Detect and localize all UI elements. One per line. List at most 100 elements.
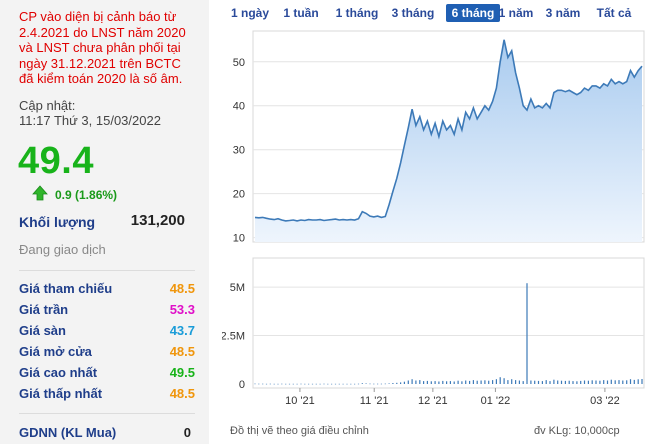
volume-bar <box>587 380 589 384</box>
price-line <box>254 39 643 222</box>
volume-bar <box>637 379 639 384</box>
volume-bar <box>292 383 294 385</box>
volume-value: 131,200 <box>130 212 185 229</box>
tab-3-months[interactable]: 3 tháng <box>391 6 435 20</box>
stock-chart: 10 20 30 40 50 0 2.5M 5M 10 '21 11 '21 12 '21 01 … <box>222 30 645 407</box>
warning-line: và LNST chưa phân phối tại <box>19 40 181 55</box>
trading-status: Đang giao dịch <box>19 242 106 257</box>
stat-label: Giá thấp nhất <box>19 386 103 401</box>
volume-y-tick: 5M <box>230 282 245 294</box>
volume-bar <box>430 381 432 384</box>
stat-row: Giá tham chiếu 48.5 <box>19 281 195 301</box>
volume-bar <box>449 381 451 384</box>
volume-bar <box>480 380 482 384</box>
volume-bar <box>407 380 409 384</box>
volume-bar <box>403 381 405 384</box>
volume-bar <box>304 383 306 385</box>
volume-bar <box>564 380 566 384</box>
volume-bar <box>507 380 509 384</box>
volume-bar <box>346 383 348 385</box>
price-y-tick: 30 <box>233 145 245 157</box>
volume-bar <box>400 382 402 384</box>
volume-bar <box>273 383 275 385</box>
divider <box>19 270 195 271</box>
volume-bar <box>392 383 394 384</box>
price-area <box>255 39 642 242</box>
volume-bar <box>461 381 463 384</box>
stat-label: Giá sàn <box>19 323 66 338</box>
volume-bar <box>373 383 375 385</box>
stat-label: Giá mở cửa <box>19 344 92 359</box>
warning-text: CP vào diện bị cảnh báo từ 2.4.2021 do L… <box>19 9 205 87</box>
gdnn-value: 0 <box>183 425 191 440</box>
volume-bar <box>595 380 597 384</box>
volume-bar <box>572 381 574 384</box>
volume-bar <box>384 383 386 385</box>
volume-bar <box>583 380 586 384</box>
volume-label: Khối lượng <box>19 214 96 230</box>
volume-bar <box>434 381 436 384</box>
price-y-tick: 20 <box>233 189 245 201</box>
volume-bar <box>426 380 428 384</box>
volume-bar <box>560 380 563 384</box>
volume-bar <box>396 382 398 384</box>
volume-bar <box>515 380 517 384</box>
volume-bar <box>576 381 578 384</box>
volume-bar <box>411 379 413 384</box>
x-tick-label: 01 '22 <box>481 395 511 407</box>
volume-bar <box>522 381 524 384</box>
tab-1-month[interactable]: 1 tháng <box>335 6 379 20</box>
warning-line: đã kiểm toán 2020 là số âm. <box>19 71 183 86</box>
divider <box>19 413 195 414</box>
volume-bar <box>446 381 448 384</box>
volume-bar <box>296 383 298 385</box>
tab-6-months[interactable]: 6 tháng <box>446 4 500 22</box>
current-price: 49.4 <box>18 140 94 182</box>
arrow-up-icon <box>32 185 48 201</box>
volume-bar <box>315 383 317 385</box>
volume-bar <box>476 380 478 384</box>
volume-y-tick: 2.5M <box>222 331 245 343</box>
volume-bar <box>342 383 344 385</box>
volume-bar <box>327 383 329 385</box>
volume-bar <box>568 380 570 384</box>
volume-bar <box>377 383 379 385</box>
volume-bar <box>469 380 471 384</box>
tab-1-week[interactable]: 1 tuần <box>283 6 319 20</box>
volume-bar <box>262 383 264 385</box>
stat-row: Giá thấp nhất 48.5 <box>19 386 195 406</box>
updated-label: Cập nhật: <box>19 98 76 113</box>
volume-bar <box>591 380 593 384</box>
volume-bar <box>518 380 520 384</box>
gdnn-label: GDNN (KL Mua) <box>19 425 117 440</box>
price-y-tick: 40 <box>233 101 245 113</box>
volume-bar <box>465 380 467 384</box>
volume-y-tick: 0 <box>239 379 245 391</box>
volume-bar <box>541 381 543 384</box>
warning-line: ngày 31.12.2021 trên BCTC <box>19 55 181 71</box>
volume-bar <box>319 383 321 385</box>
stat-label: Giá trần <box>19 302 69 317</box>
price-change: 0.9 (1.86%) <box>55 188 118 202</box>
tab-all[interactable]: Tất cả <box>596 6 632 20</box>
volume-bar <box>534 380 536 384</box>
volume-bar <box>599 380 601 384</box>
tab-1-year[interactable]: 1 năm <box>498 6 534 20</box>
volume-bar <box>388 383 390 384</box>
volume-bar <box>285 383 287 385</box>
x-tick-label: 10 '21 <box>285 395 315 407</box>
stat-value: 48.5 <box>169 344 195 359</box>
volume-bar <box>380 383 382 385</box>
tab-3-years[interactable]: 3 năm <box>545 6 581 20</box>
volume-bar <box>334 383 337 385</box>
stat-value: 49.5 <box>169 365 195 380</box>
tab-1-day[interactable]: 1 ngày <box>230 6 269 20</box>
volume-bar <box>499 377 501 384</box>
volume-bar <box>606 380 609 384</box>
volume-bar <box>331 383 333 385</box>
volume-bar <box>618 380 620 384</box>
volume-plot-frame <box>252 257 645 389</box>
volume-bar <box>537 380 540 384</box>
volume-bar <box>614 380 616 384</box>
quote-panel: CP vào diện bị cảnh báo từ 2.4.2021 do L… <box>0 0 209 444</box>
